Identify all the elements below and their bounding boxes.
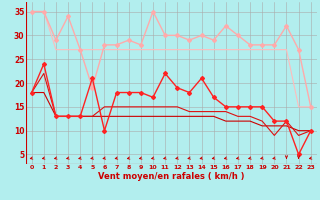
X-axis label: Vent moyen/en rafales ( km/h ): Vent moyen/en rafales ( km/h ) [98, 172, 244, 181]
